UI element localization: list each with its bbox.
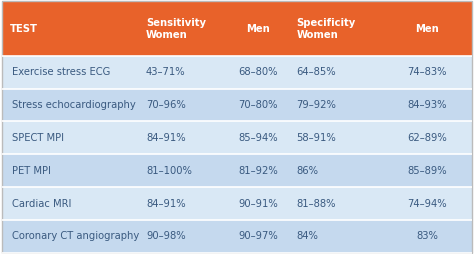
Bar [2, 56, 472, 89]
Text: 43–71%: 43–71% [146, 67, 186, 77]
Text: Coronary CT angiography: Coronary CT angiography [12, 231, 139, 241]
Text: 74–83%: 74–83% [407, 67, 447, 77]
Text: 84%: 84% [296, 231, 318, 241]
Bar [2, 56, 472, 253]
Text: 68–80%: 68–80% [238, 67, 278, 77]
Text: Men: Men [415, 24, 439, 34]
Bar [2, 187, 472, 220]
Text: 58–91%: 58–91% [296, 133, 336, 143]
Text: Men: Men [246, 24, 270, 34]
Text: 64–85%: 64–85% [296, 67, 336, 77]
Text: 84–93%: 84–93% [407, 100, 447, 110]
Text: 62–89%: 62–89% [407, 133, 447, 143]
Text: Specificity
Women: Specificity Women [296, 18, 356, 40]
Text: Cardiac MRI: Cardiac MRI [12, 199, 71, 209]
Bar [2, 89, 472, 121]
Text: 70–96%: 70–96% [146, 100, 186, 110]
Text: Stress echocardiography: Stress echocardiography [12, 100, 136, 110]
Bar [2, 154, 472, 187]
Text: 81–92%: 81–92% [238, 166, 278, 176]
Text: Sensitivity
Women: Sensitivity Women [146, 18, 206, 40]
Text: 70–80%: 70–80% [238, 100, 278, 110]
Text: 85–94%: 85–94% [238, 133, 278, 143]
Text: TEST: TEST [10, 24, 38, 34]
Text: 90–91%: 90–91% [238, 199, 278, 209]
Text: 85–89%: 85–89% [407, 166, 447, 176]
Text: 81–100%: 81–100% [146, 166, 192, 176]
Bar [2, 220, 472, 253]
Text: 83%: 83% [416, 231, 438, 241]
Text: 84–91%: 84–91% [146, 199, 186, 209]
Text: Exercise stress ECG: Exercise stress ECG [12, 67, 110, 77]
Text: 84–91%: 84–91% [146, 133, 186, 143]
Bar [2, 121, 472, 154]
Text: 74–94%: 74–94% [407, 199, 447, 209]
Text: PET MPI: PET MPI [12, 166, 51, 176]
Text: SPECT MPI: SPECT MPI [12, 133, 64, 143]
Text: 86%: 86% [296, 166, 318, 176]
Text: 81–88%: 81–88% [296, 199, 336, 209]
Text: 90–97%: 90–97% [238, 231, 278, 241]
Text: 79–92%: 79–92% [296, 100, 336, 110]
Text: 90–98%: 90–98% [146, 231, 186, 241]
Bar [2, 1, 472, 56]
